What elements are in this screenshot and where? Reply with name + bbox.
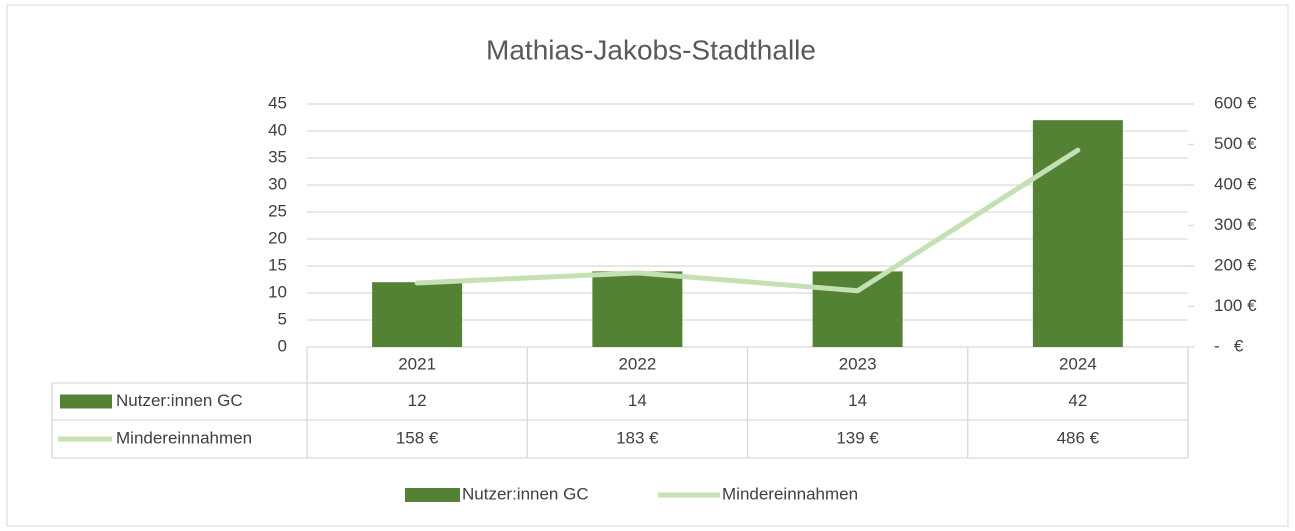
y-tick-label: 20 [268,228,287,247]
bar [812,271,903,347]
table-cell: 183 € [616,428,659,447]
table-cell: 42 [1068,391,1087,410]
table-cell: 139 € [836,428,879,447]
y-tick-label: 35 [268,147,287,166]
bar [372,282,463,347]
legend-key [405,488,460,502]
x-tick-label: 2024 [1059,354,1097,373]
table-cell: 14 [848,391,867,410]
y2-tick-label: 500 € [1214,134,1257,153]
y-tick-label: 40 [268,120,287,139]
x-tick-label: 2022 [618,354,656,373]
table-legend-key [60,394,112,409]
table-series-name: Mindereinnahmen [116,428,252,447]
table-cell: 12 [408,391,427,410]
y2-tick-label: 600 € [1214,93,1257,112]
y2-tick-label: - € [1214,336,1244,355]
bar [592,271,683,347]
y2-tick-label: 300 € [1214,215,1257,234]
y-tick-label: 5 [278,309,287,328]
y-tick-label: 45 [268,93,287,112]
x-tick-label: 2021 [398,354,436,373]
y-tick-label: 30 [268,174,287,193]
y-tick-label: 0 [278,336,287,355]
legend-label: Mindereinnahmen [722,484,858,503]
y2-tick-label: 100 € [1214,296,1257,315]
y-tick-label: 25 [268,201,287,220]
table-cell: 14 [628,391,647,410]
line-series [414,147,1081,294]
y2-tick-label: 200 € [1214,255,1257,274]
y2-tick-label: 400 € [1214,174,1257,193]
legend-label: Nutzer:innen GC [462,484,589,503]
y-tick-label: 15 [268,255,287,274]
table-series-name: Nutzer:innen GC [116,391,243,410]
table-cell: 158 € [396,428,439,447]
y-tick-label: 10 [268,282,287,301]
table-cell: 486 € [1057,428,1100,447]
chart-title: Mathias-Jakobs-Stadthalle [486,34,816,65]
bar [1032,120,1123,347]
x-tick-label: 2023 [839,354,877,373]
